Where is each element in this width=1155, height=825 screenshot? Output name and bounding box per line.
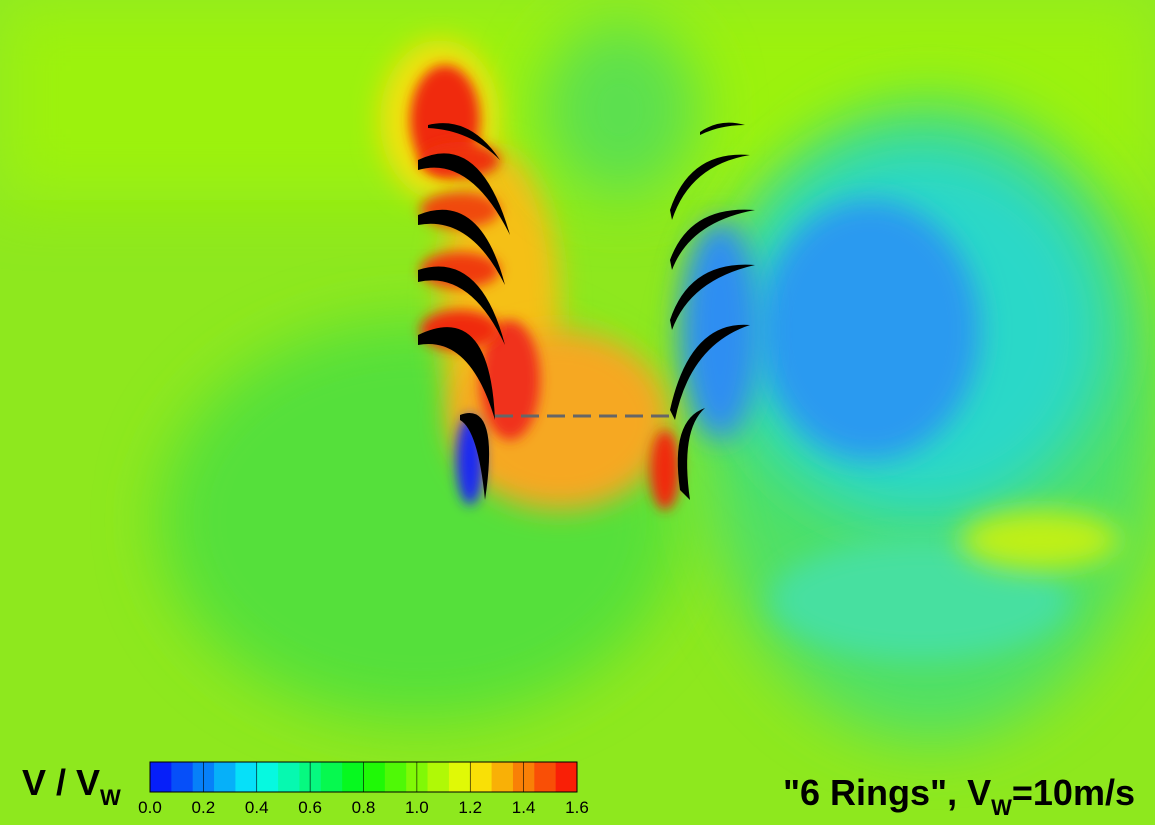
colorbar-tick-label: 1.6	[565, 798, 589, 817]
colorbar-tick-label: 0.8	[352, 798, 376, 817]
colorbar-segment	[235, 762, 257, 792]
figure: 0.00.20.40.60.81.01.21.41.6 V / VW "6 Ri…	[0, 0, 1155, 825]
colorbar-tick-label: 1.2	[458, 798, 482, 817]
contour-field	[0, 0, 1155, 825]
colorbar-tick-label: 0.6	[298, 798, 322, 817]
colorbar-segment	[214, 762, 236, 792]
colorbar-tick-label: 0.0	[138, 798, 162, 817]
colorbar-segment	[492, 762, 514, 792]
colorbar-tick-label: 1.0	[405, 798, 429, 817]
colorbar-tick-label: 0.4	[245, 798, 269, 817]
colorbar-segment	[171, 762, 193, 792]
colorbar-segment	[534, 762, 556, 792]
colorbar-segment	[278, 762, 300, 792]
colorbar-segment	[428, 762, 450, 792]
annotation: "6 Rings", VW=10m/s	[783, 772, 1135, 820]
colorbar-segment	[385, 762, 407, 792]
colorbar: 0.0 0.2 0.4 0.6 0.8 1.0 1.2 1.4 1.6	[138, 762, 589, 817]
colorbar-segment	[364, 762, 386, 792]
colorbar-tick-label: 1.4	[512, 798, 536, 817]
colorbar-tick-label: 0.2	[192, 798, 216, 817]
colorbar-segment	[321, 762, 343, 792]
colorbar-segment	[470, 762, 492, 792]
colorbar-segment	[556, 762, 578, 792]
colorbar-segment	[449, 762, 471, 792]
colorbar-segment	[257, 762, 279, 792]
colorbar-segment	[342, 762, 364, 792]
colorbar-segment	[150, 762, 172, 792]
